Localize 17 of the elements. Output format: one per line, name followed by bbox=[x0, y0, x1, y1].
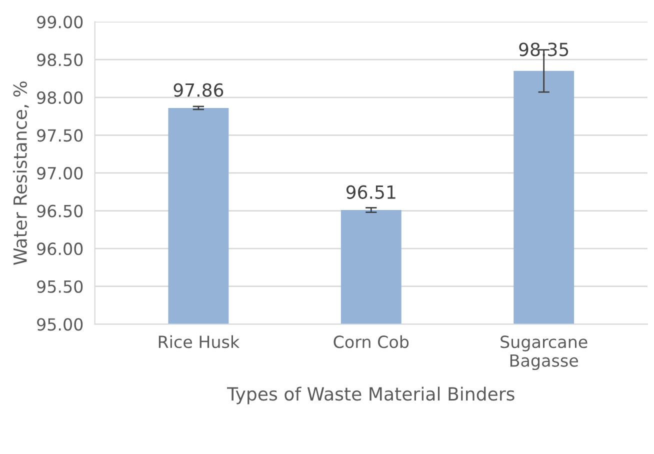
data-label: 98.35 bbox=[519, 42, 568, 56]
y-tick-label: 99.00 bbox=[37, 16, 83, 28]
x-tick-label: Corn Cob bbox=[334, 335, 409, 348]
y-tick-label: 96.00 bbox=[37, 242, 83, 256]
x-axis-title: Types of Waste Material Binders bbox=[227, 386, 514, 404]
y-tick-label: 96.50 bbox=[37, 204, 83, 218]
data-label: 96.51 bbox=[346, 185, 396, 199]
y-tick-label: 97.00 bbox=[37, 166, 83, 180]
x-tick-label: Sugarcane Bagasse bbox=[500, 336, 588, 370]
y-tick-label: 98.50 bbox=[37, 54, 83, 66]
y-tick-label: 95.00 bbox=[37, 318, 83, 331]
y-tick-label: 95.50 bbox=[37, 280, 83, 293]
x-tick-label: Rice Husk bbox=[158, 335, 240, 348]
y-axis-title: Water Resistance, % bbox=[12, 81, 29, 265]
y-tick-label: 97.50 bbox=[37, 129, 83, 142]
data-label: 97.86 bbox=[174, 83, 224, 97]
y-tick-label: 98.00 bbox=[37, 91, 83, 104]
